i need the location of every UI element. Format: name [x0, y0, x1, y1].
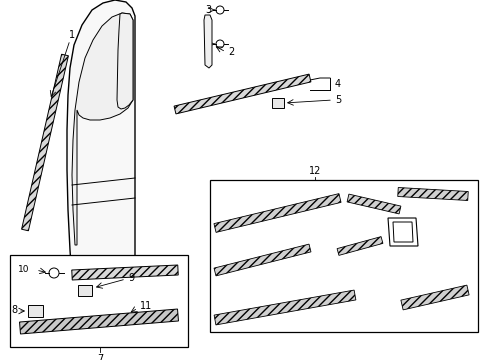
- Bar: [10, 255, 187, 347]
- Polygon shape: [214, 244, 310, 276]
- Text: 5: 5: [334, 95, 341, 105]
- Polygon shape: [117, 13, 133, 109]
- Bar: [209, 180, 477, 332]
- Polygon shape: [67, 0, 135, 280]
- Polygon shape: [392, 222, 412, 242]
- Polygon shape: [387, 218, 417, 246]
- Text: 2: 2: [227, 47, 234, 57]
- Bar: [78, 285, 92, 296]
- Text: 9: 9: [128, 273, 134, 283]
- Polygon shape: [203, 15, 212, 68]
- Polygon shape: [336, 237, 382, 255]
- Polygon shape: [72, 265, 178, 280]
- Text: 1: 1: [69, 30, 75, 40]
- Polygon shape: [174, 74, 310, 114]
- Text: 8: 8: [11, 305, 17, 315]
- Polygon shape: [21, 54, 68, 231]
- Text: 3: 3: [204, 5, 211, 15]
- Polygon shape: [400, 285, 468, 310]
- Polygon shape: [214, 290, 355, 325]
- Polygon shape: [346, 194, 400, 214]
- Bar: [28, 305, 43, 317]
- Text: 6: 6: [204, 39, 211, 49]
- Bar: [271, 98, 284, 108]
- Text: 11: 11: [140, 301, 152, 311]
- Text: 4: 4: [334, 79, 341, 89]
- Polygon shape: [72, 13, 133, 245]
- Text: 12: 12: [308, 166, 321, 176]
- Polygon shape: [397, 188, 468, 201]
- Text: 10: 10: [18, 266, 29, 274]
- Polygon shape: [214, 194, 340, 232]
- Polygon shape: [20, 309, 178, 334]
- Text: 7: 7: [97, 354, 103, 360]
